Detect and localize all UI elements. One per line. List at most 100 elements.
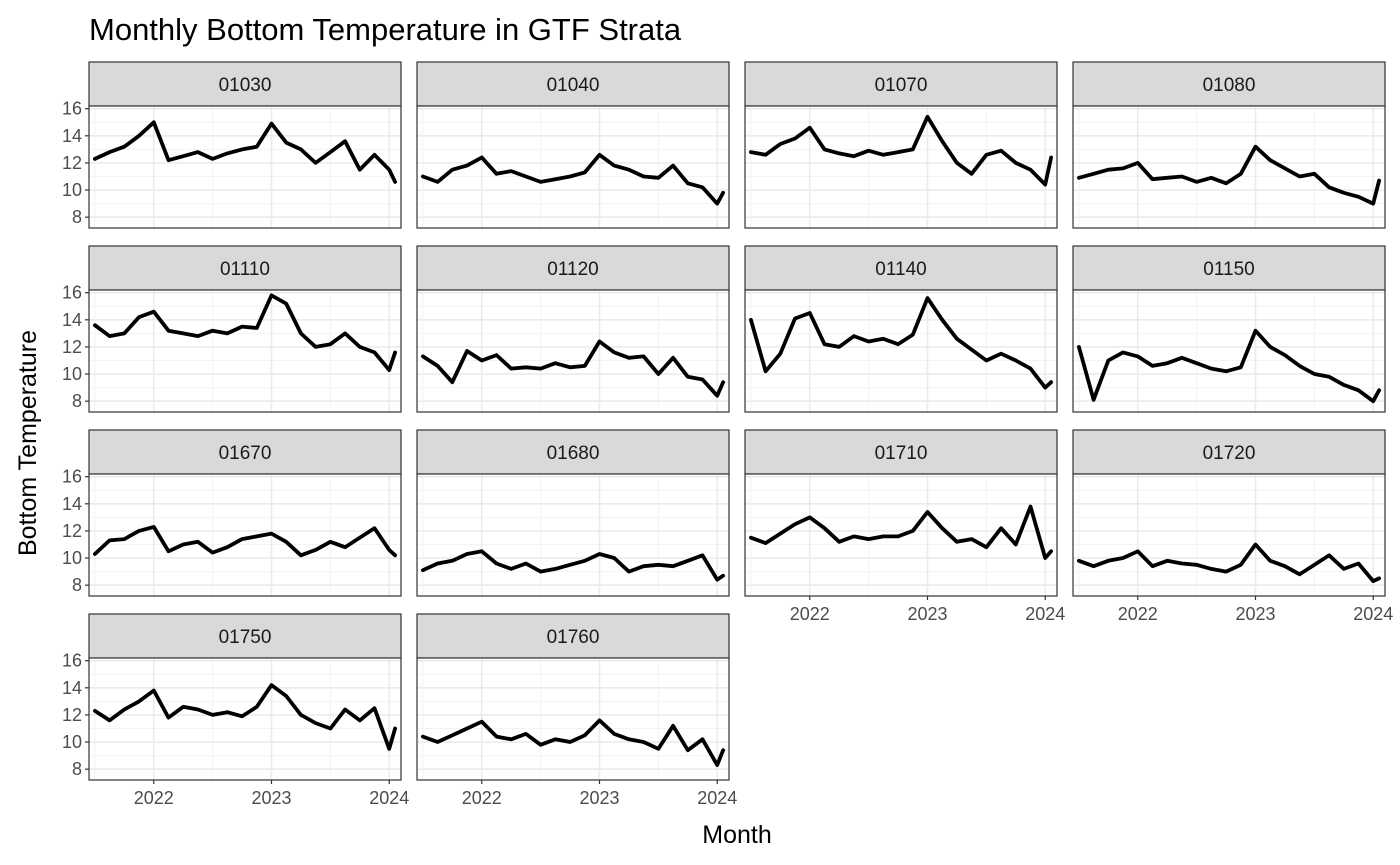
x-tick-label: 2024	[697, 788, 737, 808]
facet-strip	[744, 429, 1058, 475]
x-axis-title: Month	[702, 821, 771, 849]
facet-strip	[1072, 429, 1386, 475]
facet-strip-label: 01070	[875, 75, 928, 96]
series-line-01670	[93, 525, 398, 558]
panel-border	[1072, 473, 1386, 597]
facet-strip	[88, 245, 402, 291]
series-line-01710	[749, 504, 1053, 560]
x-tick-label: 2022	[134, 788, 174, 808]
x-tick-label: 2024	[1025, 604, 1065, 624]
x-tick-label: 2024	[369, 788, 409, 808]
chart-title: Monthly Bottom Temperature in GTF Strata	[89, 12, 682, 47]
y-tick-label: 14	[62, 310, 82, 330]
panel-border	[744, 105, 1058, 229]
x-tick-label: 2023	[1235, 604, 1275, 624]
facet-panel-01710: 01710 2022 2023 2024	[744, 429, 1065, 624]
y-tick-label: 14	[62, 678, 82, 698]
series-line-01030	[93, 120, 398, 184]
y-tick-label: 12	[62, 337, 82, 357]
facet-panel-01760: 01760 2022 2023 2024	[416, 613, 737, 808]
x-tick-label: 2023	[579, 788, 619, 808]
y-axis-title: Bottom Temperature	[14, 330, 42, 556]
series-line-01110	[93, 293, 398, 372]
plot-background	[417, 290, 729, 412]
facet-strip	[88, 61, 402, 107]
y-tick-label: 10	[62, 180, 82, 200]
panel-border	[744, 289, 1058, 413]
plot-background	[745, 106, 1057, 228]
facet-strip-label: 01030	[219, 75, 272, 96]
facet-panel-01110: 01110 8 10 12 14 16	[62, 245, 402, 413]
facet-strip-label: 01670	[219, 443, 272, 464]
y-tick-label: 8	[72, 575, 82, 595]
facet-strip-label: 01710	[875, 443, 928, 464]
series-line-01680	[420, 549, 725, 582]
series-line-01070	[749, 114, 1053, 187]
panel-border	[416, 105, 730, 229]
plot-background	[417, 474, 729, 596]
facet-panel-01120: 01120	[416, 245, 730, 413]
facet-strip-label: 01140	[875, 259, 926, 280]
panel-border	[88, 473, 402, 597]
plot-background	[745, 290, 1057, 412]
facet-panel-01080: 01080	[1072, 61, 1386, 229]
series-line-01040	[420, 152, 725, 206]
plot-background	[89, 290, 401, 412]
plot-background	[89, 474, 401, 596]
facet-strip	[1072, 61, 1386, 107]
facet-strip-label: 01720	[1203, 443, 1256, 464]
facet-panel-01150: 01150	[1072, 245, 1386, 413]
facet-strip-label: 01080	[1203, 75, 1256, 96]
facet-panel-01720: 01720 2022 2023 2024	[1072, 429, 1393, 624]
y-tick-label: 12	[62, 153, 82, 173]
facet-strip	[416, 245, 730, 291]
y-tick-label: 16	[62, 467, 82, 487]
facet-strip-label: 01110	[220, 259, 270, 280]
facet-strip-label: 01760	[547, 627, 600, 648]
facet-strip	[416, 61, 730, 107]
plot-background	[89, 658, 401, 780]
facet-strip-label: 01680	[547, 443, 600, 464]
series-line-01720	[1077, 542, 1381, 583]
facet-panel-01070: 01070	[744, 61, 1058, 229]
panel-border	[88, 105, 402, 229]
y-tick-label: 16	[62, 283, 82, 303]
y-tick-label: 16	[62, 651, 82, 671]
x-tick-label: 2022	[462, 788, 502, 808]
x-tick-label: 2022	[1118, 604, 1158, 624]
y-tick-label: 10	[62, 732, 82, 752]
y-tick-label: 12	[62, 521, 82, 541]
facet-panel-01680: 01680	[416, 429, 730, 597]
facet-panel-01140: 01140	[744, 245, 1058, 413]
x-tick-label: 2023	[251, 788, 291, 808]
facet-strip-label: 01750	[219, 627, 272, 648]
panel-border	[416, 289, 730, 413]
panel-border	[416, 473, 730, 597]
y-tick-label: 8	[72, 391, 82, 411]
panel-border	[1072, 289, 1386, 413]
facet-strip	[88, 429, 402, 475]
plot-background	[1073, 290, 1385, 412]
y-tick-label: 16	[62, 99, 82, 119]
y-tick-label: 10	[62, 548, 82, 568]
facet-strip	[744, 245, 1058, 291]
facet-strip-label: 01120	[547, 259, 598, 280]
y-tick-label: 10	[62, 364, 82, 384]
facet-strip-label: 01150	[1203, 259, 1254, 280]
facet-strip	[416, 613, 730, 659]
series-line-01760	[420, 718, 725, 767]
series-line-01120	[420, 339, 725, 398]
y-tick-label: 12	[62, 705, 82, 725]
panel-border	[88, 289, 402, 413]
facet-strip	[744, 61, 1058, 107]
series-line-01080	[1077, 144, 1381, 206]
facet-strip	[416, 429, 730, 475]
plot-background	[417, 106, 729, 228]
y-tick-label: 8	[72, 207, 82, 227]
series-line-01140	[749, 296, 1053, 390]
panel-border	[88, 657, 402, 781]
series-line-01750	[93, 683, 398, 751]
facet-panel-01030: 01030 8 10 12 14 16	[62, 61, 402, 229]
facet-panel-01750: 01750 8 10 12 14 16 2022 2023 2024	[62, 613, 409, 808]
